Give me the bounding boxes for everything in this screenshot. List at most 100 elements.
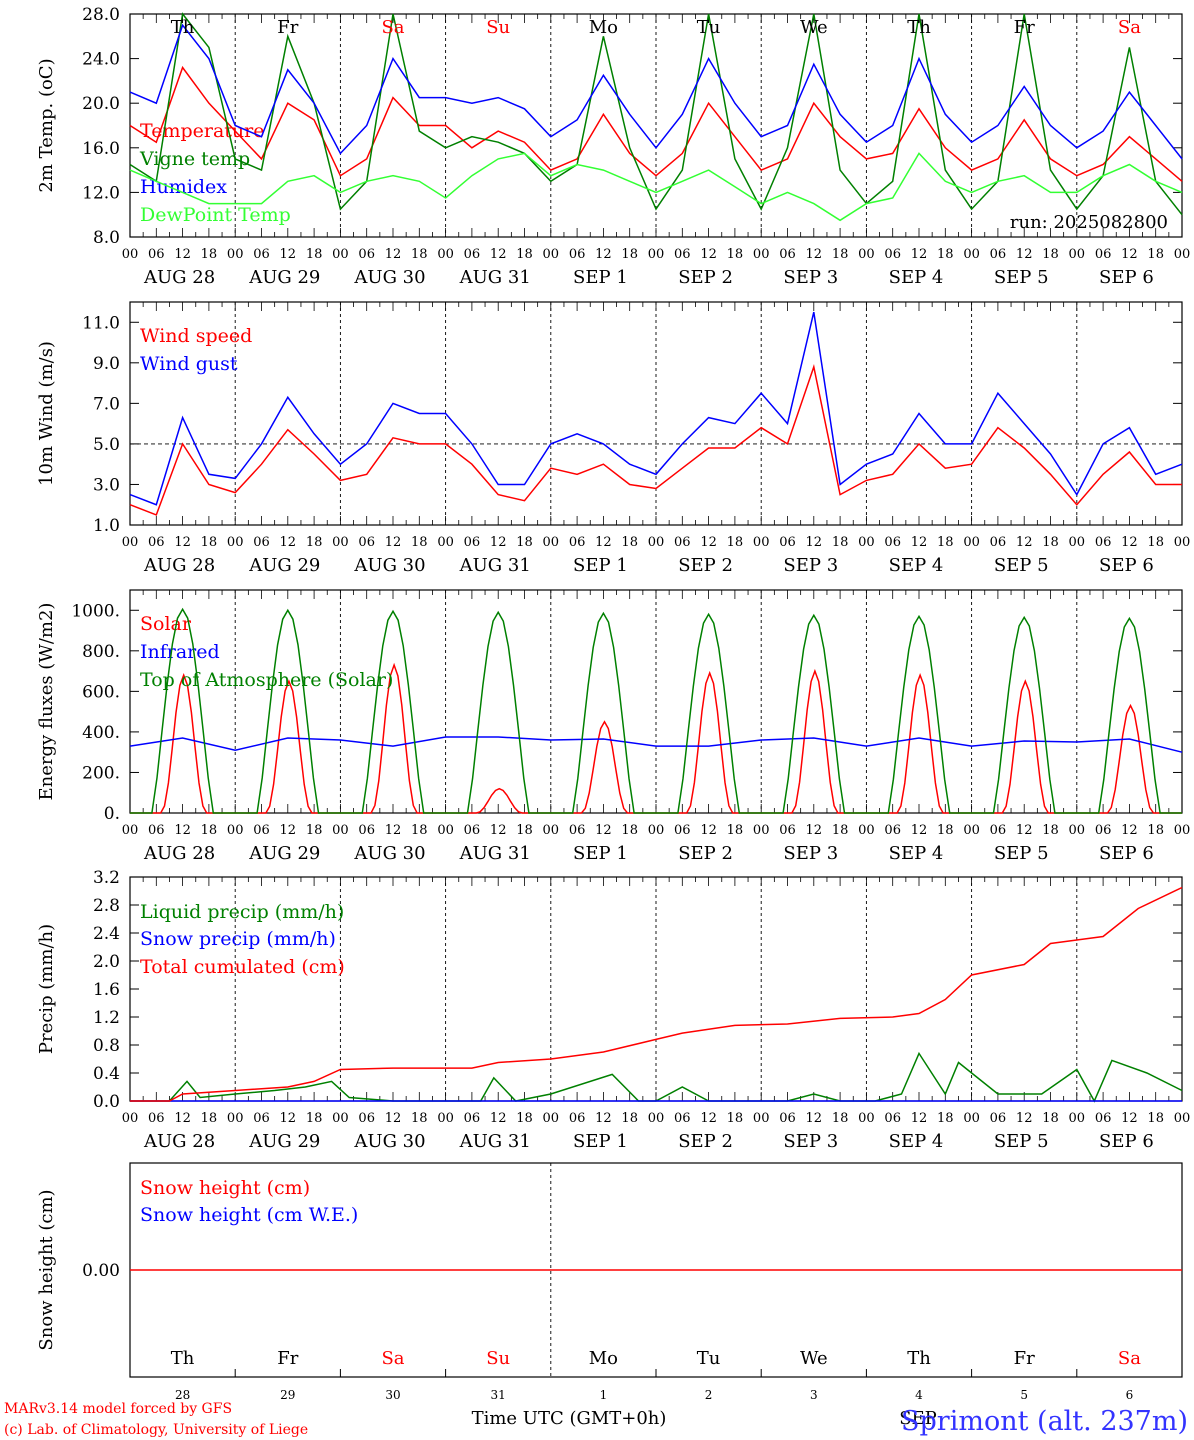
series-line-wind-gust: [129, 311, 1183, 506]
day-number-label: 5: [1020, 1388, 1028, 1402]
hour-label: 12: [1016, 535, 1033, 550]
hour-label: 00: [122, 247, 139, 262]
y-axis-label: Precip (mm/h): [36, 924, 57, 1054]
hour-label: 12: [700, 823, 717, 838]
series-line-top-of-atmosphere-solar-: [130, 607, 1182, 814]
weekday-label: Tu: [697, 1348, 721, 1369]
hour-label: 06: [358, 247, 375, 262]
hour-label: 12: [1121, 535, 1138, 550]
hour-label: 12: [911, 1111, 928, 1126]
copyright-label: (c) Lab. of Climatology, University of L…: [4, 1422, 308, 1438]
hour-label: 06: [779, 823, 796, 838]
hour-label: 12: [806, 823, 823, 838]
hour-label: 06: [464, 247, 481, 262]
date-label: SEP 6: [1099, 555, 1154, 576]
hour-label: 18: [832, 823, 849, 838]
hour-label: 12: [490, 1111, 507, 1126]
hour-label: 18: [516, 1111, 533, 1126]
date-label: SEP 5: [994, 843, 1049, 864]
hour-label: 06: [1095, 535, 1112, 550]
hour-label: 18: [1147, 535, 1164, 550]
hour-label: 06: [674, 1111, 691, 1126]
hour-label: 06: [148, 1111, 165, 1126]
hour-label: 00: [1174, 823, 1191, 838]
hour-label: 06: [779, 247, 796, 262]
y-axis-label: Energy fluxes (W/m2): [36, 603, 57, 801]
weekday-label: Th: [171, 1348, 195, 1369]
hour-label: 06: [990, 823, 1007, 838]
hour-label: 06: [990, 1111, 1007, 1126]
hour-label: 00: [332, 823, 349, 838]
hour-label: 18: [1147, 247, 1164, 262]
date-label: SEP 3: [783, 555, 838, 576]
hour-label: 06: [569, 247, 586, 262]
weekday-label: Sa: [381, 17, 404, 38]
date-label: AUG 28: [143, 1131, 215, 1152]
hour-label: 00: [648, 535, 665, 550]
date-label: AUG 29: [248, 843, 320, 864]
legend-entry: Snow height (cm): [140, 1177, 310, 1199]
hour-label: 06: [674, 247, 691, 262]
hour-label: 12: [280, 247, 297, 262]
hour-label: 06: [884, 823, 901, 838]
hour-label: 12: [806, 247, 823, 262]
hour-label: 18: [621, 535, 638, 550]
hour-label: 00: [963, 823, 980, 838]
panel-energy: 0. 200. 400. 600. 800. 1000. Energy fluxes (W/…: [36, 589, 1191, 864]
legend-entry: Snow height (cm W.E.): [140, 1204, 358, 1226]
station-label: Sprimont (alt. 237m): [901, 1406, 1188, 1437]
weekday-label: Th: [907, 1348, 931, 1369]
hour-label: 12: [1121, 823, 1138, 838]
hour-label: 00: [858, 823, 875, 838]
y-tick-label: 0.00: [82, 1261, 120, 1281]
hour-label: 18: [516, 247, 533, 262]
panel-wind: 1.0 3.0 5.0 7.0 9.0 11.0 10m Wind (m/s) Wind sp…: [36, 301, 1190, 576]
day-number-label: 3: [810, 1388, 818, 1402]
date-label: SEP 5: [994, 267, 1049, 288]
hour-label: 18: [832, 247, 849, 262]
hour-label: 00: [963, 535, 980, 550]
y-tick-label: 20.0: [82, 94, 120, 114]
hour-label: 12: [490, 247, 507, 262]
hour-label: 12: [1016, 1111, 1033, 1126]
hour-label: 12: [595, 823, 612, 838]
hour-label: 18: [201, 823, 218, 838]
hour-label: 12: [174, 247, 191, 262]
hour-label: 18: [937, 247, 954, 262]
hour-label: 00: [332, 1111, 349, 1126]
weekday-label: Fr: [277, 1348, 298, 1369]
hour-label: 12: [700, 535, 717, 550]
hour-label: 00: [332, 247, 349, 262]
date-label: SEP 5: [994, 1131, 1049, 1152]
y-tick-label: 28.0: [82, 5, 120, 25]
series-line-dewpoint-temp: [129, 152, 1183, 222]
hour-label: 00: [122, 1111, 139, 1126]
y-tick-label: 1.0: [93, 516, 120, 536]
panel-frame: [129, 589, 1183, 814]
date-label: SEP 2: [678, 267, 733, 288]
hour-label: 06: [1095, 823, 1112, 838]
hour-label: 00: [753, 535, 770, 550]
hour-label: 12: [280, 535, 297, 550]
hour-label: 12: [280, 823, 297, 838]
hour-label: 06: [148, 535, 165, 550]
hour-label: 00: [648, 823, 665, 838]
legend-entry: DewPoint Temp: [140, 204, 291, 226]
hour-label: 06: [464, 535, 481, 550]
date-label: SEP 3: [783, 843, 838, 864]
day-number-label: 29: [280, 1388, 295, 1402]
hour-label: 06: [569, 823, 586, 838]
date-label: AUG 31: [459, 267, 531, 288]
hour-label: 00: [437, 247, 454, 262]
legend-entry: Vigne temp: [139, 148, 250, 170]
legend-entry: Liquid precip (mm/h): [140, 901, 344, 923]
hour-label: 06: [358, 1111, 375, 1126]
hour-label: 06: [253, 823, 270, 838]
date-label: SEP 1: [573, 555, 628, 576]
hour-label: 06: [569, 1111, 586, 1126]
hour-label: 00: [122, 535, 139, 550]
hour-label: 18: [411, 823, 428, 838]
weekday-label: Fr: [1014, 1348, 1035, 1369]
weekday-label: Th: [907, 17, 931, 38]
hour-label: 12: [595, 247, 612, 262]
